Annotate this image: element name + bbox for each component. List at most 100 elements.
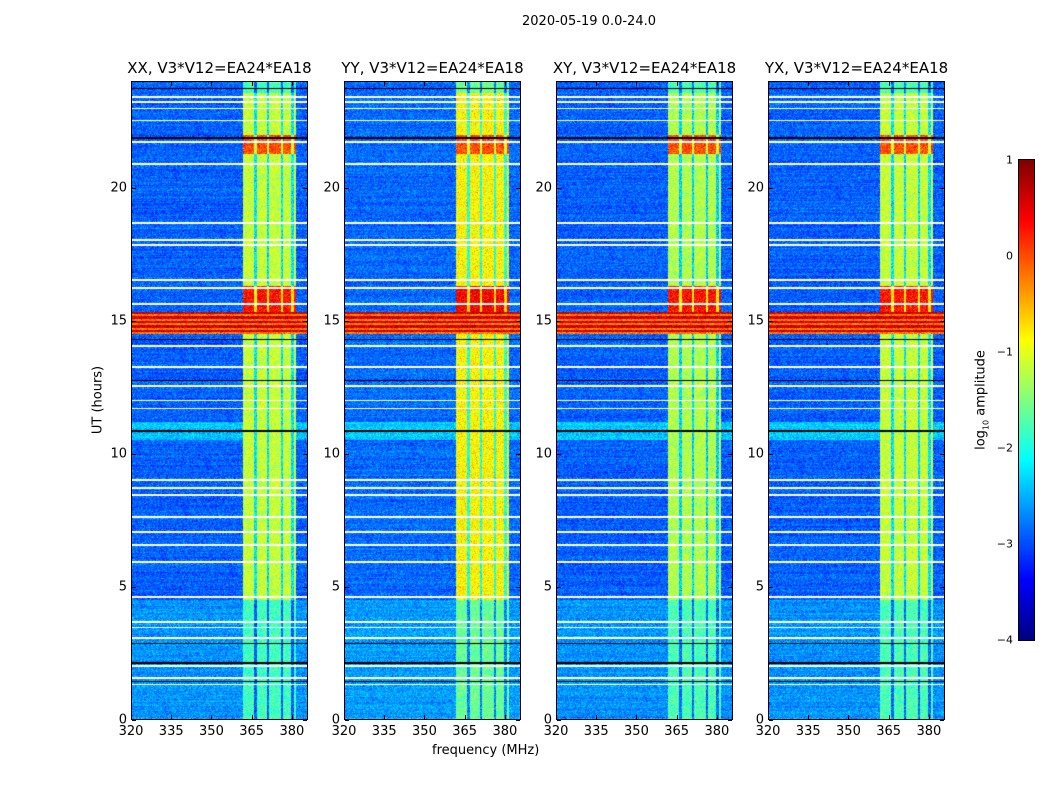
y-tick-mark	[303, 187, 307, 189]
x-tick-mark	[251, 82, 253, 86]
y-tick-label: 20	[323, 180, 340, 195]
y-tick-label: 5	[118, 579, 127, 595]
x-tick-mark	[808, 715, 810, 719]
x-tick-label: 380	[279, 724, 305, 739]
x-tick-label: 320	[331, 724, 357, 739]
y-tick-mark	[132, 586, 136, 588]
y-tick-label: 0	[118, 712, 127, 728]
heatmap-canvas	[345, 82, 520, 719]
y-tick-mark	[769, 586, 773, 588]
x-tick-mark	[464, 715, 466, 719]
y-tick-mark	[940, 320, 944, 322]
y-tick-mark	[728, 187, 732, 189]
x-tick-label: 380	[704, 724, 730, 739]
y-tick-mark	[940, 187, 944, 189]
x-tick-label: 320	[118, 724, 144, 739]
panel-title: YY, V3*V12=EA24*EA18	[341, 59, 524, 77]
y-tick-mark	[303, 586, 307, 588]
x-tick-mark	[211, 82, 213, 86]
x-tick-mark	[504, 715, 506, 719]
x-tick-mark	[251, 715, 253, 719]
x-tick-mark	[131, 715, 132, 719]
x-tick-mark	[848, 715, 850, 719]
colorbar-tick-label: 1	[1006, 153, 1013, 167]
x-tick-mark	[888, 82, 890, 86]
x-tick-mark	[716, 82, 718, 86]
y-tick-label: 0	[543, 712, 552, 728]
y-tick-mark	[769, 720, 773, 721]
y-tick-mark	[940, 453, 944, 455]
x-tick-mark	[768, 82, 769, 86]
x-tick-label: 350	[412, 724, 437, 739]
x-tick-label: 350	[836, 724, 861, 739]
x-tick-mark	[596, 715, 598, 719]
x-tick-mark	[636, 715, 638, 719]
x-tick-label: 380	[916, 724, 942, 739]
y-tick-mark	[345, 720, 349, 721]
heatmap-canvas	[132, 82, 307, 719]
x-tick-label: 335	[371, 724, 397, 739]
y-tick-label: 20	[110, 180, 127, 195]
colorbar-label: log10 amplitude	[973, 350, 991, 450]
x-tick-mark	[504, 82, 506, 86]
y-tick-label: 0	[755, 712, 764, 728]
y-tick-mark	[516, 320, 520, 322]
x-tick-mark	[344, 715, 345, 719]
y-tick-mark	[516, 586, 520, 588]
y-tick-mark	[303, 320, 307, 322]
y-tick-label: 10	[747, 446, 764, 462]
heatmap-canvas	[557, 82, 732, 719]
y-tick-mark	[345, 320, 349, 322]
x-tick-mark	[291, 715, 293, 719]
x-tick-mark	[768, 715, 769, 719]
x-tick-mark	[344, 82, 345, 86]
y-tick-label: 15	[747, 313, 764, 329]
x-tick-label: 350	[199, 724, 224, 739]
x-tick-mark	[384, 715, 386, 719]
y-tick-label: 15	[110, 313, 127, 329]
x-tick-label: 380	[492, 724, 518, 739]
x-tick-mark	[424, 82, 426, 86]
y-tick-label: 10	[323, 446, 340, 462]
y-tick-label: 15	[323, 313, 340, 329]
x-tick-mark	[291, 82, 293, 86]
colorbar	[1018, 159, 1035, 641]
y-tick-label: 20	[535, 180, 552, 195]
x-tick-mark	[171, 715, 173, 719]
x-tick-label: 365	[876, 724, 902, 739]
y-tick-mark	[132, 720, 136, 721]
y-tick-mark	[769, 320, 773, 322]
y-tick-mark	[345, 187, 349, 189]
spectrogram-panel-yx	[768, 81, 945, 720]
x-tick-label: 365	[239, 724, 265, 739]
y-tick-mark	[728, 320, 732, 322]
y-tick-mark	[132, 320, 136, 322]
colorbar-tick-label: −3	[996, 537, 1013, 551]
heatmap-canvas	[769, 82, 944, 719]
y-tick-mark	[769, 453, 773, 455]
y-tick-mark	[132, 187, 136, 189]
x-tick-label: 320	[755, 724, 781, 739]
y-tick-label: 5	[543, 579, 552, 595]
y-tick-label: 10	[110, 446, 127, 462]
x-tick-mark	[636, 82, 638, 86]
panel-title: XY, V3*V12=EA24*EA18	[552, 59, 737, 77]
y-tick-label: 15	[535, 313, 552, 329]
y-tick-mark	[303, 453, 307, 455]
y-tick-mark	[557, 320, 561, 322]
x-tick-label: 320	[543, 724, 569, 739]
x-tick-mark	[384, 82, 386, 86]
colorbar-tick-label: 0	[1006, 249, 1013, 263]
y-tick-label: 5	[331, 579, 340, 595]
x-tick-mark	[131, 82, 132, 86]
y-tick-mark	[728, 586, 732, 588]
y-tick-mark	[345, 586, 349, 588]
x-tick-mark	[596, 82, 598, 86]
x-tick-mark	[556, 715, 557, 719]
y-tick-label: 10	[535, 446, 552, 462]
y-tick-mark	[516, 720, 520, 721]
panel-title: XX, V3*V12=EA24*EA18	[127, 59, 312, 77]
y-tick-mark	[345, 453, 349, 455]
y-tick-label: 0	[331, 712, 340, 728]
x-tick-label: 350	[624, 724, 649, 739]
